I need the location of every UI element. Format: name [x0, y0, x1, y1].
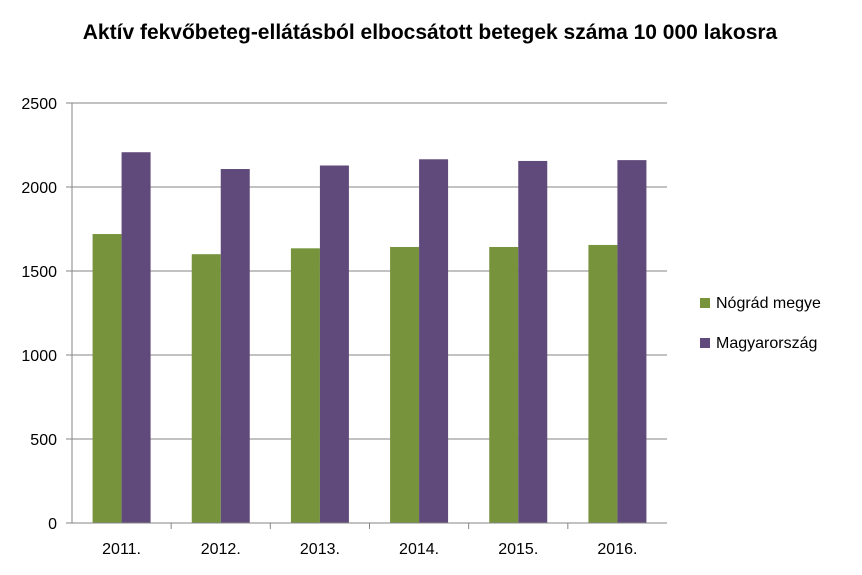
x-tick-label: 2011.: [102, 541, 141, 558]
bar-nograd-2016: [588, 244, 618, 523]
bars: [92, 152, 647, 524]
x-tick-label: 2012.: [201, 541, 241, 558]
y-tick-label: 500: [30, 432, 57, 449]
x-tick-label: 2013.: [300, 541, 340, 558]
y-tick-label: 1000: [21, 348, 57, 365]
bar-nograd-2014: [390, 246, 420, 523]
bar-magyarorszag-2014: [419, 159, 449, 523]
y-tick-label: 1500: [21, 264, 57, 281]
x-tick-label: 2016.: [597, 541, 637, 558]
gridlines: [72, 102, 667, 440]
legend-label: Nógrád megye: [716, 295, 821, 312]
x-tick-label: 2015.: [498, 541, 538, 558]
legend-swatch: [700, 338, 710, 348]
bar-nograd-2011: [92, 234, 122, 524]
y-tick-label: 2500: [21, 96, 57, 113]
bar-nograd-2013: [290, 248, 320, 523]
axes: 0 500 1000 1500 2000 2500 2011. 2012. 2013. 2014.…: [21, 96, 667, 558]
bar-nograd-2015: [489, 246, 519, 523]
bar-magyarorszag-2013: [319, 165, 349, 523]
bar-magyarorszag-2012: [220, 169, 250, 524]
bar-magyarorszag-2011: [121, 152, 151, 523]
bar-magyarorszag-2016: [617, 160, 647, 523]
legend-label: Magyarország: [716, 335, 817, 352]
bar-magyarorszag-2015: [518, 160, 548, 523]
x-tick-label: 2014.: [399, 541, 439, 558]
chart-title: Aktív fekvőbeteg-ellátásból elbocsátott …: [82, 21, 778, 44]
bar-nograd-2012: [191, 254, 221, 523]
y-tick-label: 2000: [21, 180, 57, 197]
legend: Nógrád megye Magyarország: [700, 295, 821, 352]
y-tick-label: 0: [48, 516, 57, 533]
legend-swatch: [700, 298, 710, 308]
